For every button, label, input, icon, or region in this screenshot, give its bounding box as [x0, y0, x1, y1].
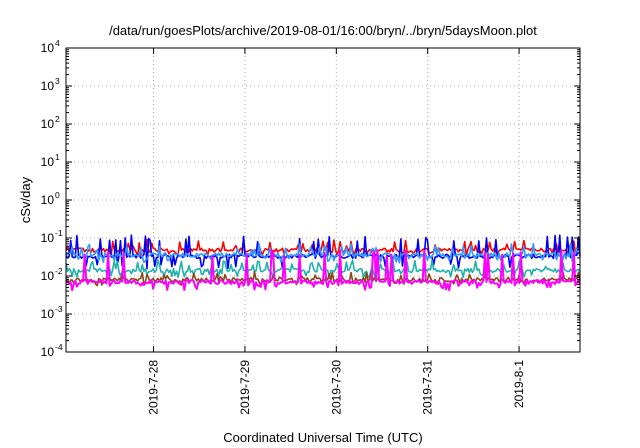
x-axis: 2019-7-28 2019-7-29 2019-7-30 2019-7-31 2019…: [147, 48, 526, 415]
x-tick-label: 2019-7-29: [238, 360, 252, 415]
x-tick-label: 2019-8-1: [512, 360, 526, 408]
y-tick-exponent: 2: [55, 114, 60, 124]
y-tick-label: 10: [41, 193, 55, 207]
y-tick-label: 10: [41, 231, 55, 245]
grid: [66, 48, 580, 352]
y-tick-exponent: 1: [55, 152, 60, 162]
y-tick-label: 10: [41, 269, 55, 283]
y-tick-label: 10: [41, 345, 55, 359]
x-tick-label: 2019-7-28: [147, 360, 161, 415]
series-group: [65, 234, 581, 292]
x-tick-label: 2019-7-31: [421, 360, 435, 415]
y-axis-label: cSv/day: [18, 176, 33, 223]
y-tick-label: 10: [41, 155, 55, 169]
x-tick-label: 2019-7-30: [329, 360, 343, 415]
y-tick-exponent: 3: [55, 76, 60, 86]
y-tick-label: 10: [41, 79, 55, 93]
series-line: [65, 242, 581, 264]
y-tick-label: 10: [41, 41, 55, 55]
chart-title: /data/run/goesPlots/archive/2019-08-01/1…: [109, 23, 537, 38]
y-tick-label: 10: [41, 307, 55, 321]
y-tick-exponent: 4: [55, 38, 60, 48]
y-tick-exponent: -1: [55, 228, 63, 238]
y-tick-exponent: 0: [55, 190, 60, 200]
y-tick-exponent: -2: [55, 266, 63, 276]
y-tick-exponent: -4: [55, 342, 63, 352]
x-axis-label: Coordinated Universal Time (UTC): [223, 430, 422, 445]
y-tick-label: 10: [41, 117, 55, 131]
series-line: [65, 249, 581, 292]
y-tick-exponent: -3: [55, 304, 63, 314]
